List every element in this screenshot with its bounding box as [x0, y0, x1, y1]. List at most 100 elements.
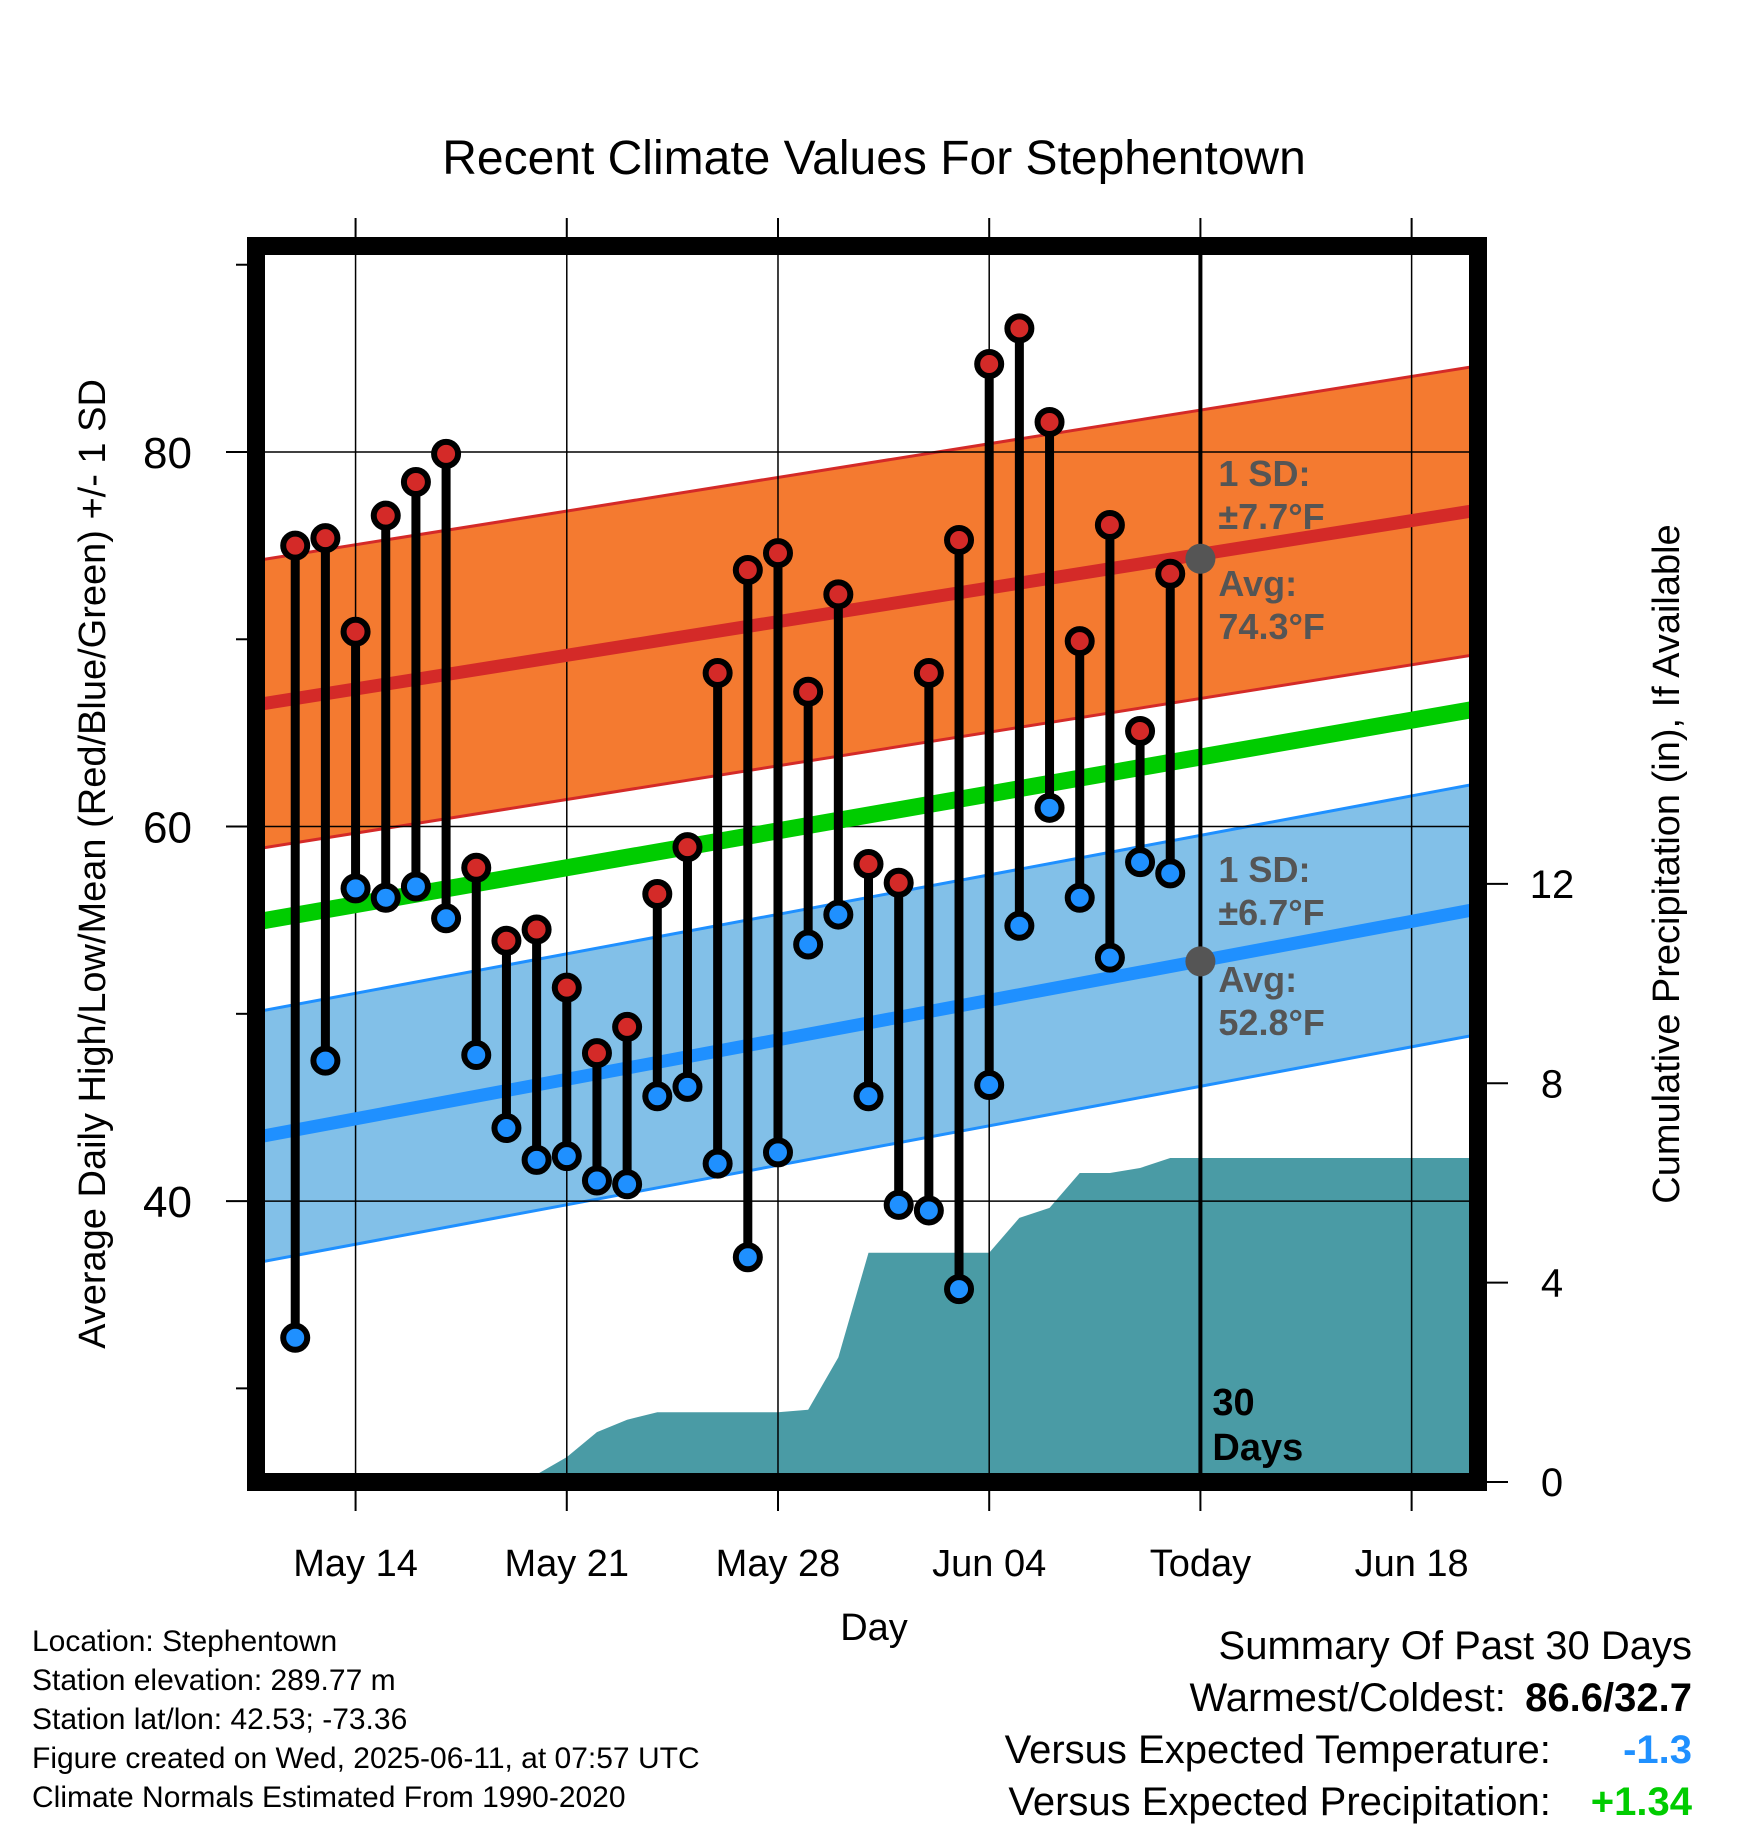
daily-high-point [551, 972, 582, 1003]
x-tick-label: May 14 [293, 1543, 418, 1585]
x-tick-label: May 28 [716, 1543, 841, 1585]
period-label-unit: Days [1212, 1427, 1303, 1469]
daily-low-point [853, 1081, 884, 1112]
daily-low-point [944, 1274, 975, 1305]
location-text: Location: Stephentown [32, 1625, 338, 1658]
daily-low-point [581, 1165, 612, 1196]
y2-axis-label: Cumulative Precipitation (in), If Availa… [1646, 524, 1688, 1203]
created-text: Figure created on Wed, 2025-06-11, at 07… [32, 1742, 700, 1775]
daily-low-point [793, 929, 824, 960]
daily-high-point [913, 657, 944, 688]
daily-high-point [944, 525, 975, 556]
daily-low-point [672, 1071, 703, 1102]
daily-high-point [793, 676, 824, 707]
daily-high-point [310, 523, 341, 554]
daily-low-point [702, 1148, 733, 1179]
daily-high-point [612, 1011, 643, 1042]
daily-high-point [853, 849, 884, 879]
daily-high-point [521, 914, 552, 945]
warmest-coldest-row: Warmest/Coldest: 86.6/32.7 [1005, 1672, 1693, 1724]
precipitation-departure-value: +1.34 [1590, 1780, 1692, 1824]
y2-tick-label: 12 [1530, 863, 1575, 907]
daily-low-point [491, 1113, 522, 1144]
warmest-coldest-value: 86.6/32.7 [1525, 1676, 1692, 1720]
daily-low-point [1094, 942, 1125, 973]
daily-low-point [461, 1040, 492, 1071]
daily-high-point [642, 878, 673, 909]
daily-high-point [1125, 716, 1156, 747]
y2-tick-label: 0 [1541, 1461, 1563, 1505]
precipitation-departure-row: Versus Expected Precipitation: +1.34 [1005, 1776, 1692, 1828]
today-low-avg-marker [1185, 946, 1216, 977]
daily-low-point [1004, 910, 1035, 941]
daily-high-point [400, 466, 431, 497]
daily-high-point [431, 438, 462, 469]
temperature-departure-row: Versus Expected Temperature: -1.3 [1005, 1724, 1692, 1776]
chart-title: Recent Climate Values For Stephentown [442, 132, 1306, 185]
y2-tick-label: 4 [1541, 1262, 1563, 1306]
daily-low-point [310, 1045, 341, 1076]
daily-low-point [642, 1081, 673, 1112]
daily-low-point [280, 1322, 311, 1353]
high-avg-value: 74.3°F [1218, 606, 1324, 647]
daily-high-point [491, 925, 522, 956]
daily-low-point [913, 1195, 944, 1226]
daily-low-point [1155, 858, 1186, 889]
warmest-coldest-label: Warmest/Coldest: [1189, 1676, 1506, 1720]
daily-high-point [1094, 510, 1125, 541]
daily-low-point [551, 1141, 582, 1172]
daily-low-point [431, 903, 462, 934]
precipitation-departure-label: Versus Expected Precipitation: [1008, 1780, 1551, 1824]
normal-high-line [256, 503, 1478, 712]
daily-high-point [1064, 626, 1095, 657]
y2-tick-label: 8 [1541, 1062, 1563, 1106]
daily-high-point [340, 616, 371, 647]
elevation-text: Station elevation: 289.77 m [32, 1664, 396, 1697]
summary-heading: Summary Of Past 30 Days [1218, 1624, 1692, 1668]
normal-mean-line [256, 700, 1478, 931]
daily-low-point [883, 1189, 914, 1220]
x-tick-label: Jun 18 [1355, 1543, 1469, 1585]
plot-frame [247, 237, 1487, 1491]
temperature-departure-label: Versus Expected Temperature: [1004, 1728, 1551, 1772]
low-avg-label: Avg: [1218, 959, 1297, 1000]
high-avg-label: Avg: [1218, 563, 1297, 604]
daily-low-point [1034, 792, 1065, 823]
normals-text: Climate Normals Estimated From 1990-2020 [32, 1781, 626, 1814]
x-tick-label: Jun 04 [932, 1543, 1046, 1585]
daily-high-point [370, 500, 401, 531]
high-sd-label: 1 SD: [1218, 453, 1310, 494]
daily-high-point [1004, 313, 1035, 344]
daily-high-point [581, 1038, 612, 1069]
daily-low-point [974, 1069, 1005, 1100]
daily-low-point [370, 882, 401, 913]
period-label-number: 30 [1212, 1382, 1254, 1424]
y-tick-label: 60 [143, 804, 192, 853]
y-tick-label: 40 [143, 1178, 192, 1227]
daily-low-point [823, 899, 854, 930]
daily-low-point [1064, 882, 1095, 913]
daily-low-point [521, 1144, 552, 1175]
daily-low-point [340, 873, 371, 904]
daily-low-point [612, 1169, 643, 1200]
x-axis-label: Day [840, 1607, 908, 1649]
daily-low-point [762, 1137, 793, 1168]
daily-high-point [1155, 558, 1186, 589]
daily-high-point [280, 530, 311, 561]
low-avg-value: 52.8°F [1218, 1002, 1324, 1043]
precipitation-area [256, 1158, 1478, 1482]
summary-panel: Summary Of Past 30 Days Warmest/Coldest:… [1005, 1620, 1692, 1828]
daily-high-point [702, 657, 733, 688]
daily-high-point [461, 852, 492, 883]
daily-high-point [1034, 407, 1065, 438]
daily-low-point [732, 1242, 763, 1273]
daily-high-point [823, 579, 854, 610]
daily-high-point [672, 832, 703, 863]
daily-high-point [762, 538, 793, 569]
high-sd-value: ±7.7°F [1218, 496, 1324, 537]
y-axis-label: Average Daily High/Low/Mean (Red/Blue/Gr… [72, 379, 114, 1349]
x-tick-label: May 21 [504, 1543, 629, 1585]
daily-low-point [1125, 847, 1156, 878]
